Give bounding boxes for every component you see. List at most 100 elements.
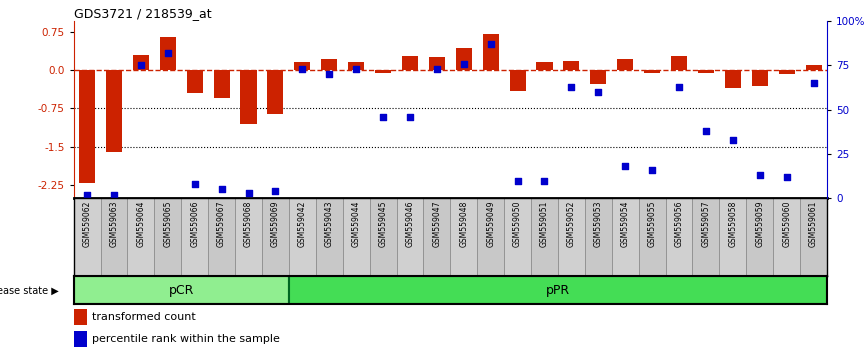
Point <box>511 178 525 183</box>
Text: GSM559066: GSM559066 <box>191 201 199 247</box>
Point <box>699 128 713 134</box>
FancyBboxPatch shape <box>638 198 666 276</box>
Bar <box>74 309 87 325</box>
Text: GSM559062: GSM559062 <box>82 201 92 247</box>
FancyBboxPatch shape <box>585 198 611 276</box>
FancyBboxPatch shape <box>397 198 423 276</box>
Point <box>645 167 659 173</box>
Point <box>376 114 390 120</box>
Point <box>779 174 793 180</box>
Point <box>672 84 686 90</box>
FancyBboxPatch shape <box>74 198 100 276</box>
Bar <box>159 36 176 70</box>
Point <box>565 84 578 90</box>
Text: GSM559061: GSM559061 <box>809 201 818 247</box>
Bar <box>79 70 95 183</box>
FancyBboxPatch shape <box>208 198 235 276</box>
FancyBboxPatch shape <box>558 198 585 276</box>
Text: GSM559056: GSM559056 <box>675 201 683 247</box>
Text: GSM559044: GSM559044 <box>352 201 360 247</box>
FancyBboxPatch shape <box>74 276 289 304</box>
FancyBboxPatch shape <box>746 198 773 276</box>
Point <box>215 187 229 192</box>
Text: GSM559069: GSM559069 <box>271 201 280 247</box>
Point <box>188 181 202 187</box>
Text: GSM559058: GSM559058 <box>728 201 737 247</box>
FancyBboxPatch shape <box>181 198 208 276</box>
Bar <box>671 56 687 70</box>
Point <box>81 192 94 198</box>
Bar <box>321 59 337 70</box>
FancyBboxPatch shape <box>800 198 827 276</box>
FancyBboxPatch shape <box>370 198 397 276</box>
FancyBboxPatch shape <box>423 198 450 276</box>
Text: GSM559060: GSM559060 <box>782 201 792 247</box>
Point <box>484 41 498 47</box>
Bar <box>106 70 122 152</box>
Point <box>806 80 820 86</box>
Point <box>538 178 552 183</box>
Point <box>618 164 632 169</box>
Text: GSM559067: GSM559067 <box>217 201 226 247</box>
Point <box>134 63 148 68</box>
FancyBboxPatch shape <box>262 198 289 276</box>
FancyBboxPatch shape <box>235 198 262 276</box>
Text: GSM559050: GSM559050 <box>513 201 522 247</box>
Bar <box>617 59 633 70</box>
Text: GSM559059: GSM559059 <box>755 201 765 247</box>
Bar <box>752 70 768 86</box>
Bar <box>698 70 714 73</box>
Text: GSM559049: GSM559049 <box>486 201 495 247</box>
Point <box>457 61 471 67</box>
Text: GSM559051: GSM559051 <box>540 201 549 247</box>
Point <box>295 66 309 72</box>
Point <box>349 66 363 72</box>
FancyBboxPatch shape <box>450 198 477 276</box>
Text: GSM559064: GSM559064 <box>136 201 145 247</box>
Text: GSM559068: GSM559068 <box>244 201 253 247</box>
FancyBboxPatch shape <box>504 198 531 276</box>
Bar <box>348 62 365 70</box>
Bar <box>482 34 499 70</box>
Text: GSM559055: GSM559055 <box>648 201 656 247</box>
Bar <box>214 70 229 98</box>
Bar <box>241 70 256 124</box>
Text: disease state ▶: disease state ▶ <box>0 285 59 295</box>
Bar <box>375 70 391 73</box>
Point <box>107 192 121 198</box>
Text: GSM559053: GSM559053 <box>594 201 603 247</box>
Bar <box>402 56 418 70</box>
Point <box>591 89 605 95</box>
Bar <box>725 70 741 88</box>
Text: GSM559057: GSM559057 <box>701 201 710 247</box>
Point <box>726 137 740 143</box>
Point <box>403 114 417 120</box>
Point <box>268 188 282 194</box>
Point <box>430 66 443 72</box>
Text: GSM559065: GSM559065 <box>164 201 172 247</box>
Bar <box>563 61 579 70</box>
Bar <box>187 70 203 93</box>
Bar <box>74 331 87 347</box>
Text: GSM559048: GSM559048 <box>459 201 469 247</box>
Point <box>242 190 255 196</box>
Text: GSM559052: GSM559052 <box>567 201 576 247</box>
Text: pCR: pCR <box>169 284 194 297</box>
FancyBboxPatch shape <box>316 198 343 276</box>
FancyBboxPatch shape <box>289 276 827 304</box>
FancyBboxPatch shape <box>693 198 720 276</box>
Text: GSM559063: GSM559063 <box>109 201 119 247</box>
FancyBboxPatch shape <box>720 198 746 276</box>
Bar <box>779 70 795 74</box>
Bar <box>456 48 472 70</box>
Bar <box>294 62 310 70</box>
FancyBboxPatch shape <box>666 198 693 276</box>
Text: GSM559046: GSM559046 <box>405 201 415 247</box>
FancyBboxPatch shape <box>773 198 800 276</box>
FancyBboxPatch shape <box>611 198 638 276</box>
Text: GSM559043: GSM559043 <box>325 201 333 247</box>
Bar <box>536 62 553 70</box>
Text: GSM559054: GSM559054 <box>621 201 630 247</box>
FancyBboxPatch shape <box>100 198 127 276</box>
FancyBboxPatch shape <box>531 198 558 276</box>
